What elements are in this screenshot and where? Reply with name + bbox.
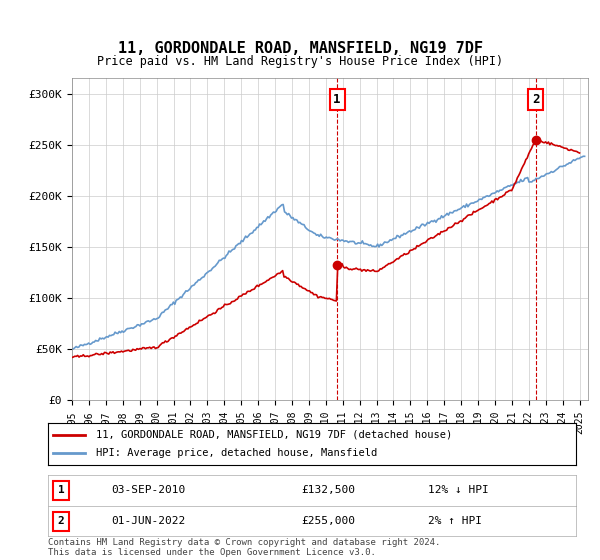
Text: Price paid vs. HM Land Registry's House Price Index (HPI): Price paid vs. HM Land Registry's House … bbox=[97, 55, 503, 68]
Text: 03-SEP-2010: 03-SEP-2010 bbox=[112, 486, 185, 495]
Text: 11, GORDONDALE ROAD, MANSFIELD, NG19 7DF (detached house): 11, GORDONDALE ROAD, MANSFIELD, NG19 7DF… bbox=[95, 430, 452, 440]
Text: £255,000: £255,000 bbox=[301, 516, 355, 526]
Text: £132,500: £132,500 bbox=[301, 486, 355, 495]
Text: HPI: Average price, detached house, Mansfield: HPI: Average price, detached house, Mans… bbox=[95, 448, 377, 458]
Text: 2% ↑ HPI: 2% ↑ HPI bbox=[428, 516, 482, 526]
Text: 12% ↓ HPI: 12% ↓ HPI bbox=[428, 486, 489, 495]
Text: 1: 1 bbox=[58, 486, 65, 495]
Text: 01-JUN-2022: 01-JUN-2022 bbox=[112, 516, 185, 526]
Text: 11, GORDONDALE ROAD, MANSFIELD, NG19 7DF: 11, GORDONDALE ROAD, MANSFIELD, NG19 7DF bbox=[118, 41, 482, 56]
Text: 1: 1 bbox=[334, 93, 341, 106]
Text: 2: 2 bbox=[58, 516, 65, 526]
Text: 2: 2 bbox=[532, 93, 539, 106]
Text: Contains HM Land Registry data © Crown copyright and database right 2024.
This d: Contains HM Land Registry data © Crown c… bbox=[48, 538, 440, 557]
